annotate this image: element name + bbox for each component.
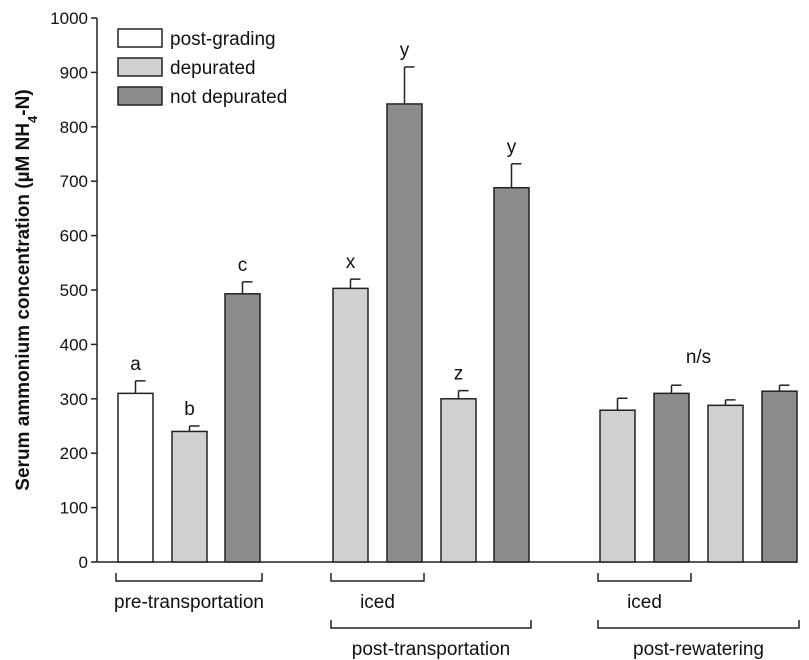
legend-label: post-grading [170,29,276,50]
bar-depurated [333,288,368,562]
y-tick-label: 0 [79,553,88,572]
y-axis-title: Serum ammonium concentration (µM NH4-N) [13,89,40,490]
bar-depurated [172,431,207,562]
legend-swatch [118,58,162,76]
legend-label: depurated [170,58,256,79]
bar-not-depurated [387,104,422,562]
y-tick-label: 600 [60,227,88,246]
legend-swatch [118,29,162,47]
bar-depurated [708,405,743,562]
group-label: iced [627,592,662,613]
group-bracket [116,573,262,581]
y-tick-label: 400 [60,335,88,354]
bar-post-grading [118,393,153,562]
legend-swatch [118,87,162,105]
y-tick-label: 500 [60,281,88,300]
bar-not-depurated [494,188,529,562]
group-bracket [331,573,424,581]
group-bracket [331,620,531,628]
y-axis-title-end: -N) [13,89,34,115]
ns-annotation: n/s [686,347,711,368]
significance-letter: c [238,255,248,276]
significance-letter: y [507,137,517,158]
bars [118,104,797,562]
y-tick-label: 800 [60,118,88,137]
y-tick-label: 100 [60,499,88,518]
bar-depurated [600,410,635,562]
bar-not-depurated [654,393,689,562]
group-label: pre-transportation [114,592,264,613]
group-label: iced [360,592,395,613]
y-axis-title-main: Serum ammonium concentration (µM NH [13,123,34,491]
significance-letter: x [346,252,356,273]
bar-not-depurated [762,391,797,562]
group-bracket [598,620,799,628]
y-tick-label: 300 [60,390,88,409]
group-label: post-rewatering [633,639,764,660]
legend-label: not depurated [170,87,287,108]
y-tick-label: 1000 [50,9,88,28]
significance-letter: b [184,399,195,420]
significance-letter: a [130,354,141,375]
bar-depurated [441,399,476,562]
y-tick-label: 700 [60,172,88,191]
y-tick-label: 200 [60,444,88,463]
group-label: post-transportation [352,639,510,660]
bar-not-depurated [225,294,260,562]
legend: post-grading depurated not depurated [118,29,287,108]
y-tick-label: 900 [60,63,88,82]
group-bracket [598,573,691,581]
group-brackets: pre-transportation iced post-transportatio… [114,573,799,660]
significance-letter: z [454,364,464,385]
significance-letter: y [400,40,410,61]
